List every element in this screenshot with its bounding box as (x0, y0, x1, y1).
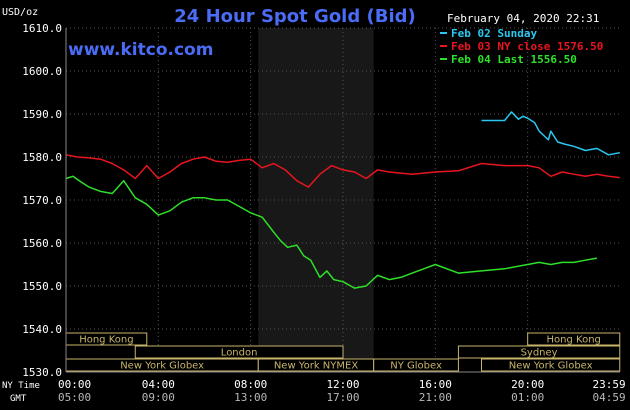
x-tick-label-gmt: 05:00 (58, 391, 91, 404)
session-bar (527, 332, 621, 346)
y-tick-label: 1600.0 (22, 65, 62, 78)
x-tick-label-ny: 23:59 (592, 378, 625, 391)
x-tick-label-ny: 16:00 (419, 378, 452, 391)
y-tick-label: 1590.0 (22, 108, 62, 121)
x-tick-label-gmt: 01:00 (511, 391, 544, 404)
x-tick-label-ny: 04:00 (142, 378, 175, 391)
session-label: Sydney (521, 348, 558, 359)
x-tick-label-ny: 12:00 (326, 378, 359, 391)
y-tick-label: 1540.0 (22, 323, 62, 336)
session-label: Hong Kong (547, 335, 601, 346)
ny-time-row-label: NY Time (2, 381, 40, 391)
gmt-row-label: GMT (10, 394, 27, 404)
site-label: www.kitco.com (68, 40, 213, 60)
session-bar (457, 345, 621, 359)
chart-title: 24 Hour Spot Gold (Bid) (174, 6, 415, 27)
legend-entry: Feb 04 Last 1556.50 (451, 53, 577, 66)
nymex-session-shade (258, 28, 374, 372)
grid-lines (66, 27, 620, 372)
legend-entry: Feb 03 NY close 1576.50 (451, 40, 603, 53)
y-tick-label: 1570.0 (22, 194, 62, 207)
shade-band (258, 28, 374, 372)
y-tick-label: 1580.0 (22, 151, 62, 164)
y-tick-label: 1560.0 (22, 237, 62, 250)
series-line-3 (65, 175, 598, 289)
market-sessions: Hong Kong Hong Kong London Sydney New York G… (65, 332, 621, 372)
date-label: February 04, 2020 22:31 (447, 12, 599, 25)
series-line-2 (65, 154, 620, 188)
series-lines (65, 111, 620, 289)
axes: 1530.0 1540.0 1550.0 1560.0 1570.0 1580.0 1590… (22, 22, 625, 404)
series-line-1 (481, 111, 620, 156)
y-tick-label: 1530.0 (22, 366, 62, 379)
x-tick-label-gmt: 09:00 (142, 391, 175, 404)
session-label: New York Globex (120, 361, 204, 372)
session-label: Hong Kong (79, 335, 133, 346)
x-tick-label-gmt: 13:00 (234, 391, 267, 404)
session-label: New York Globex (509, 361, 593, 372)
y-axis-label: USD/oz (2, 7, 38, 18)
session-label: NY Globex (390, 361, 442, 372)
session-bar (373, 358, 459, 372)
legend-entry: Feb 02 Sunday (451, 27, 537, 40)
x-tick-label-gmt: 17:00 (326, 391, 359, 404)
session-label: New York NYMEX (274, 361, 359, 372)
x-tick-label-gmt: 04:59 (592, 391, 625, 404)
session-label: London (221, 348, 258, 359)
session-bar (134, 345, 344, 359)
session-bar (481, 358, 621, 372)
x-tick-label-gmt: 21:00 (419, 391, 452, 404)
y-tick-label: 1610.0 (22, 22, 62, 35)
y-tick-label: 1550.0 (22, 280, 62, 293)
x-tick-label-ny: 00:00 (58, 378, 91, 391)
x-tick-label-ny: 20:00 (511, 378, 544, 391)
x-tick-label-ny: 08:00 (234, 378, 267, 391)
